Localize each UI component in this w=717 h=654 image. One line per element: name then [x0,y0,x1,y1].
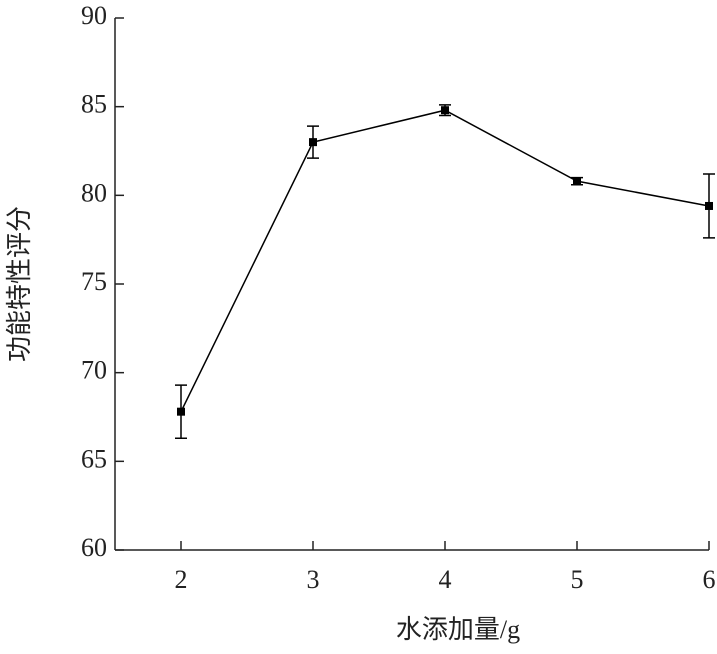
marker [705,201,713,210]
y-tick-label: 85 [81,90,107,119]
y-tick-label: 90 [81,1,107,30]
y-tick-label: 75 [81,267,107,296]
y-tick-label: 65 [81,444,107,473]
y-tick-label: 60 [81,533,107,562]
x-tick-label: 6 [703,565,716,594]
y-axis-label: 功能特性评分 [5,206,34,362]
marker [309,138,317,147]
line [180,109,710,413]
marker [441,106,449,115]
x-tick-label: 4 [439,565,452,594]
y-tick-label: 80 [81,178,107,207]
x-tick-label: 3 [307,565,320,594]
x-tick-label: 2 [175,565,188,594]
marker [573,177,581,186]
x-tick-label: 5 [571,565,584,594]
y-tick-label: 70 [81,356,107,385]
marker [177,407,185,416]
x-axis-label: 水添加量/g [396,615,520,644]
